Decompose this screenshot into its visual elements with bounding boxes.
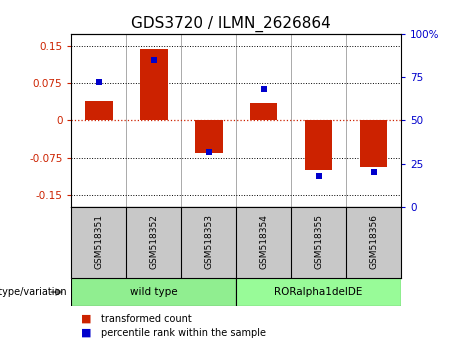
Bar [360,120,387,167]
Bar [71,278,236,306]
Text: GSM518351: GSM518351 [95,213,103,269]
Text: GSM518354: GSM518354 [259,213,268,269]
Bar [195,120,223,153]
Text: GSM518352: GSM518352 [149,213,159,269]
Text: percentile rank within the sample: percentile rank within the sample [101,328,266,338]
Text: RORalpha1delDE: RORalpha1delDE [274,287,363,297]
Text: ■: ■ [81,328,91,338]
Bar [85,101,112,120]
Text: GSM518355: GSM518355 [314,213,323,269]
Text: GDS3720 / ILMN_2626864: GDS3720 / ILMN_2626864 [130,16,331,32]
Bar [236,278,401,306]
Text: genotype/variation: genotype/variation [0,287,67,297]
Bar [140,50,168,120]
Text: GSM518356: GSM518356 [369,213,378,269]
Text: wild type: wild type [130,287,177,297]
Text: transformed count: transformed count [101,314,192,324]
Bar [305,120,332,170]
Bar [250,103,278,120]
Text: ■: ■ [81,314,91,324]
Text: GSM518353: GSM518353 [204,213,213,269]
